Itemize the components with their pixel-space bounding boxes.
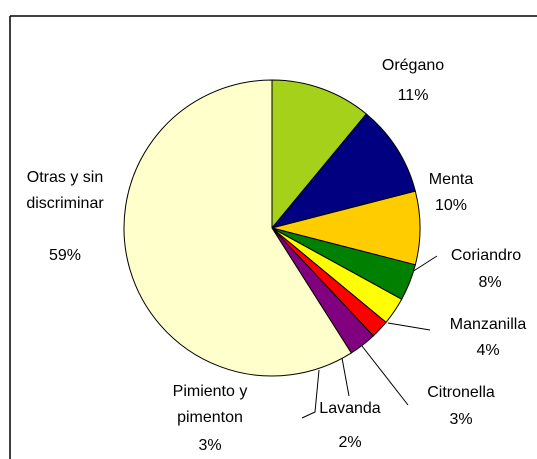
category-label: Citronella	[427, 384, 495, 401]
leader-line	[411, 255, 438, 273]
category-label: Coriandro	[450, 247, 522, 264]
category-label: Lavanda	[319, 400, 381, 417]
leader-line	[341, 357, 350, 397]
leader-line	[301, 369, 320, 419]
leader-line	[361, 345, 409, 406]
pie-slice	[270, 113, 416, 229]
pie-slice	[123, 79, 352, 377]
value-label: 3%	[449, 411, 473, 428]
category-label: Menta	[428, 171, 474, 188]
value-label: 10%	[434, 197, 468, 214]
value-label: 2%	[338, 434, 362, 451]
pie-slice	[271, 79, 368, 230]
category-label: Pimiento y pimenton	[172, 383, 248, 426]
category-label: Manzanilla	[449, 316, 527, 333]
leader-line	[387, 322, 431, 331]
value-label: 11%	[397, 87, 429, 104]
value-label: 3%	[198, 437, 222, 454]
value-label: 59%	[48, 247, 82, 264]
category-label: Otras y sin discriminar	[26, 169, 104, 212]
category-label: Orégano	[381, 57, 445, 74]
value-label: 8%	[478, 274, 502, 291]
value-label: 4%	[476, 342, 500, 359]
